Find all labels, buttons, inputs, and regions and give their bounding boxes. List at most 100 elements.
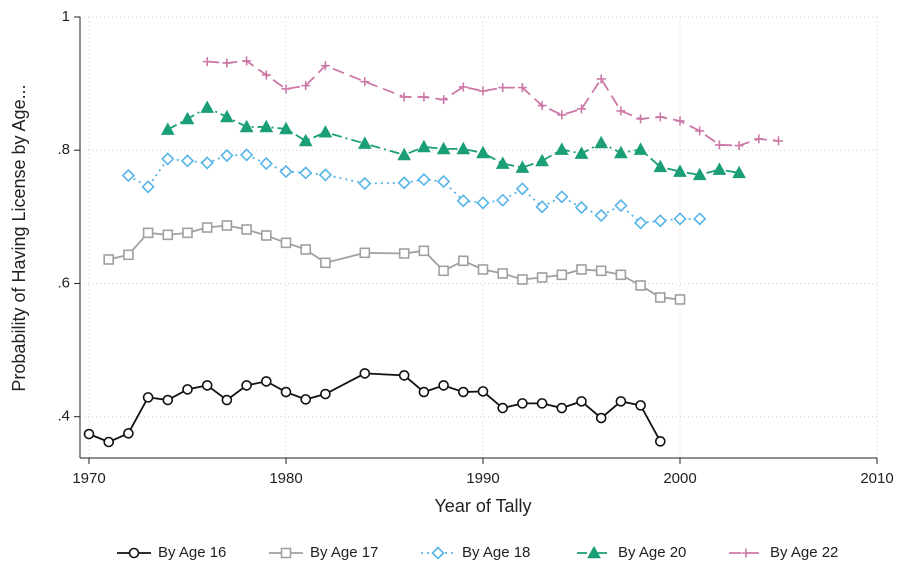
marker	[557, 110, 567, 120]
marker	[259, 119, 274, 133]
legend: By Age 16 By Age 17 By Age 18 By Age 20 By A…	[117, 544, 838, 561]
legend-label: By Age 17	[310, 544, 378, 561]
marker	[555, 190, 569, 204]
x-tick-label: 2000	[663, 470, 696, 487]
marker	[517, 398, 528, 409]
marker	[320, 388, 331, 400]
marker	[535, 200, 549, 214]
marker	[141, 180, 155, 194]
marker	[83, 428, 95, 440]
marker	[515, 160, 530, 173]
marker	[574, 200, 589, 215]
marker	[241, 224, 252, 235]
marker	[654, 292, 666, 303]
y-tick-label: .6	[57, 274, 70, 291]
marker	[436, 141, 451, 155]
marker	[712, 162, 727, 175]
marker	[201, 380, 213, 391]
marker	[123, 249, 134, 261]
marker	[457, 386, 469, 398]
marker	[734, 141, 744, 151]
marker	[279, 121, 293, 135]
marker	[477, 264, 489, 275]
series-line	[207, 60, 779, 147]
marker	[320, 61, 330, 71]
x-tick-label: 2010	[860, 470, 893, 487]
x-tick-label: 1980	[269, 470, 302, 487]
marker	[675, 116, 685, 126]
marker	[300, 244, 312, 255]
marker	[360, 77, 370, 87]
marker	[732, 165, 746, 179]
marker	[438, 380, 449, 391]
marker	[576, 264, 587, 275]
marker	[357, 136, 372, 149]
marker	[496, 193, 510, 207]
marker	[300, 394, 312, 405]
legend-marker	[128, 547, 140, 559]
marker	[673, 164, 687, 177]
marker	[596, 74, 606, 84]
marker	[595, 265, 607, 277]
series-line	[88, 372, 662, 443]
marker	[279, 164, 293, 179]
marker	[221, 220, 233, 231]
marker	[754, 134, 764, 144]
marker	[418, 245, 430, 257]
marker	[162, 229, 174, 241]
marker	[182, 384, 193, 395]
marker	[417, 139, 431, 153]
marker	[554, 142, 569, 155]
marker	[399, 92, 409, 102]
legend-marker	[741, 548, 751, 558]
marker	[615, 396, 627, 407]
x-tick-label: 1990	[466, 470, 499, 487]
marker	[478, 86, 488, 96]
marker	[161, 152, 175, 166]
marker	[517, 83, 527, 93]
marker	[123, 428, 134, 439]
marker	[438, 265, 449, 277]
marker	[359, 368, 371, 379]
marker	[633, 142, 648, 155]
marker	[556, 402, 568, 414]
legend-marker	[280, 547, 292, 559]
marker	[616, 106, 626, 116]
marker	[280, 386, 292, 398]
marker	[298, 133, 313, 147]
marker	[182, 227, 193, 239]
marker	[103, 436, 114, 448]
marker	[260, 376, 272, 387]
y-axis-title: Probability of Having License by Age...	[9, 84, 29, 391]
marker	[162, 394, 174, 406]
marker	[359, 247, 371, 259]
marker	[653, 214, 667, 228]
marker	[635, 280, 646, 291]
marker	[260, 230, 272, 241]
marker	[239, 148, 254, 162]
marker	[577, 104, 586, 114]
marker	[280, 237, 292, 249]
legend-label: By Age 16	[158, 544, 226, 561]
marker	[655, 112, 665, 122]
marker	[535, 153, 549, 167]
marker	[594, 135, 609, 149]
marker	[318, 168, 333, 182]
marker	[200, 156, 214, 170]
marker	[614, 145, 628, 159]
marker	[418, 386, 430, 398]
marker	[476, 145, 490, 159]
marker	[517, 274, 528, 285]
marker	[774, 136, 783, 146]
marker	[536, 272, 548, 283]
marker	[693, 212, 707, 226]
marker	[574, 146, 589, 159]
marker	[456, 141, 471, 155]
marker	[495, 156, 510, 169]
marker	[476, 196, 490, 210]
marker	[202, 57, 212, 67]
marker	[221, 394, 233, 406]
